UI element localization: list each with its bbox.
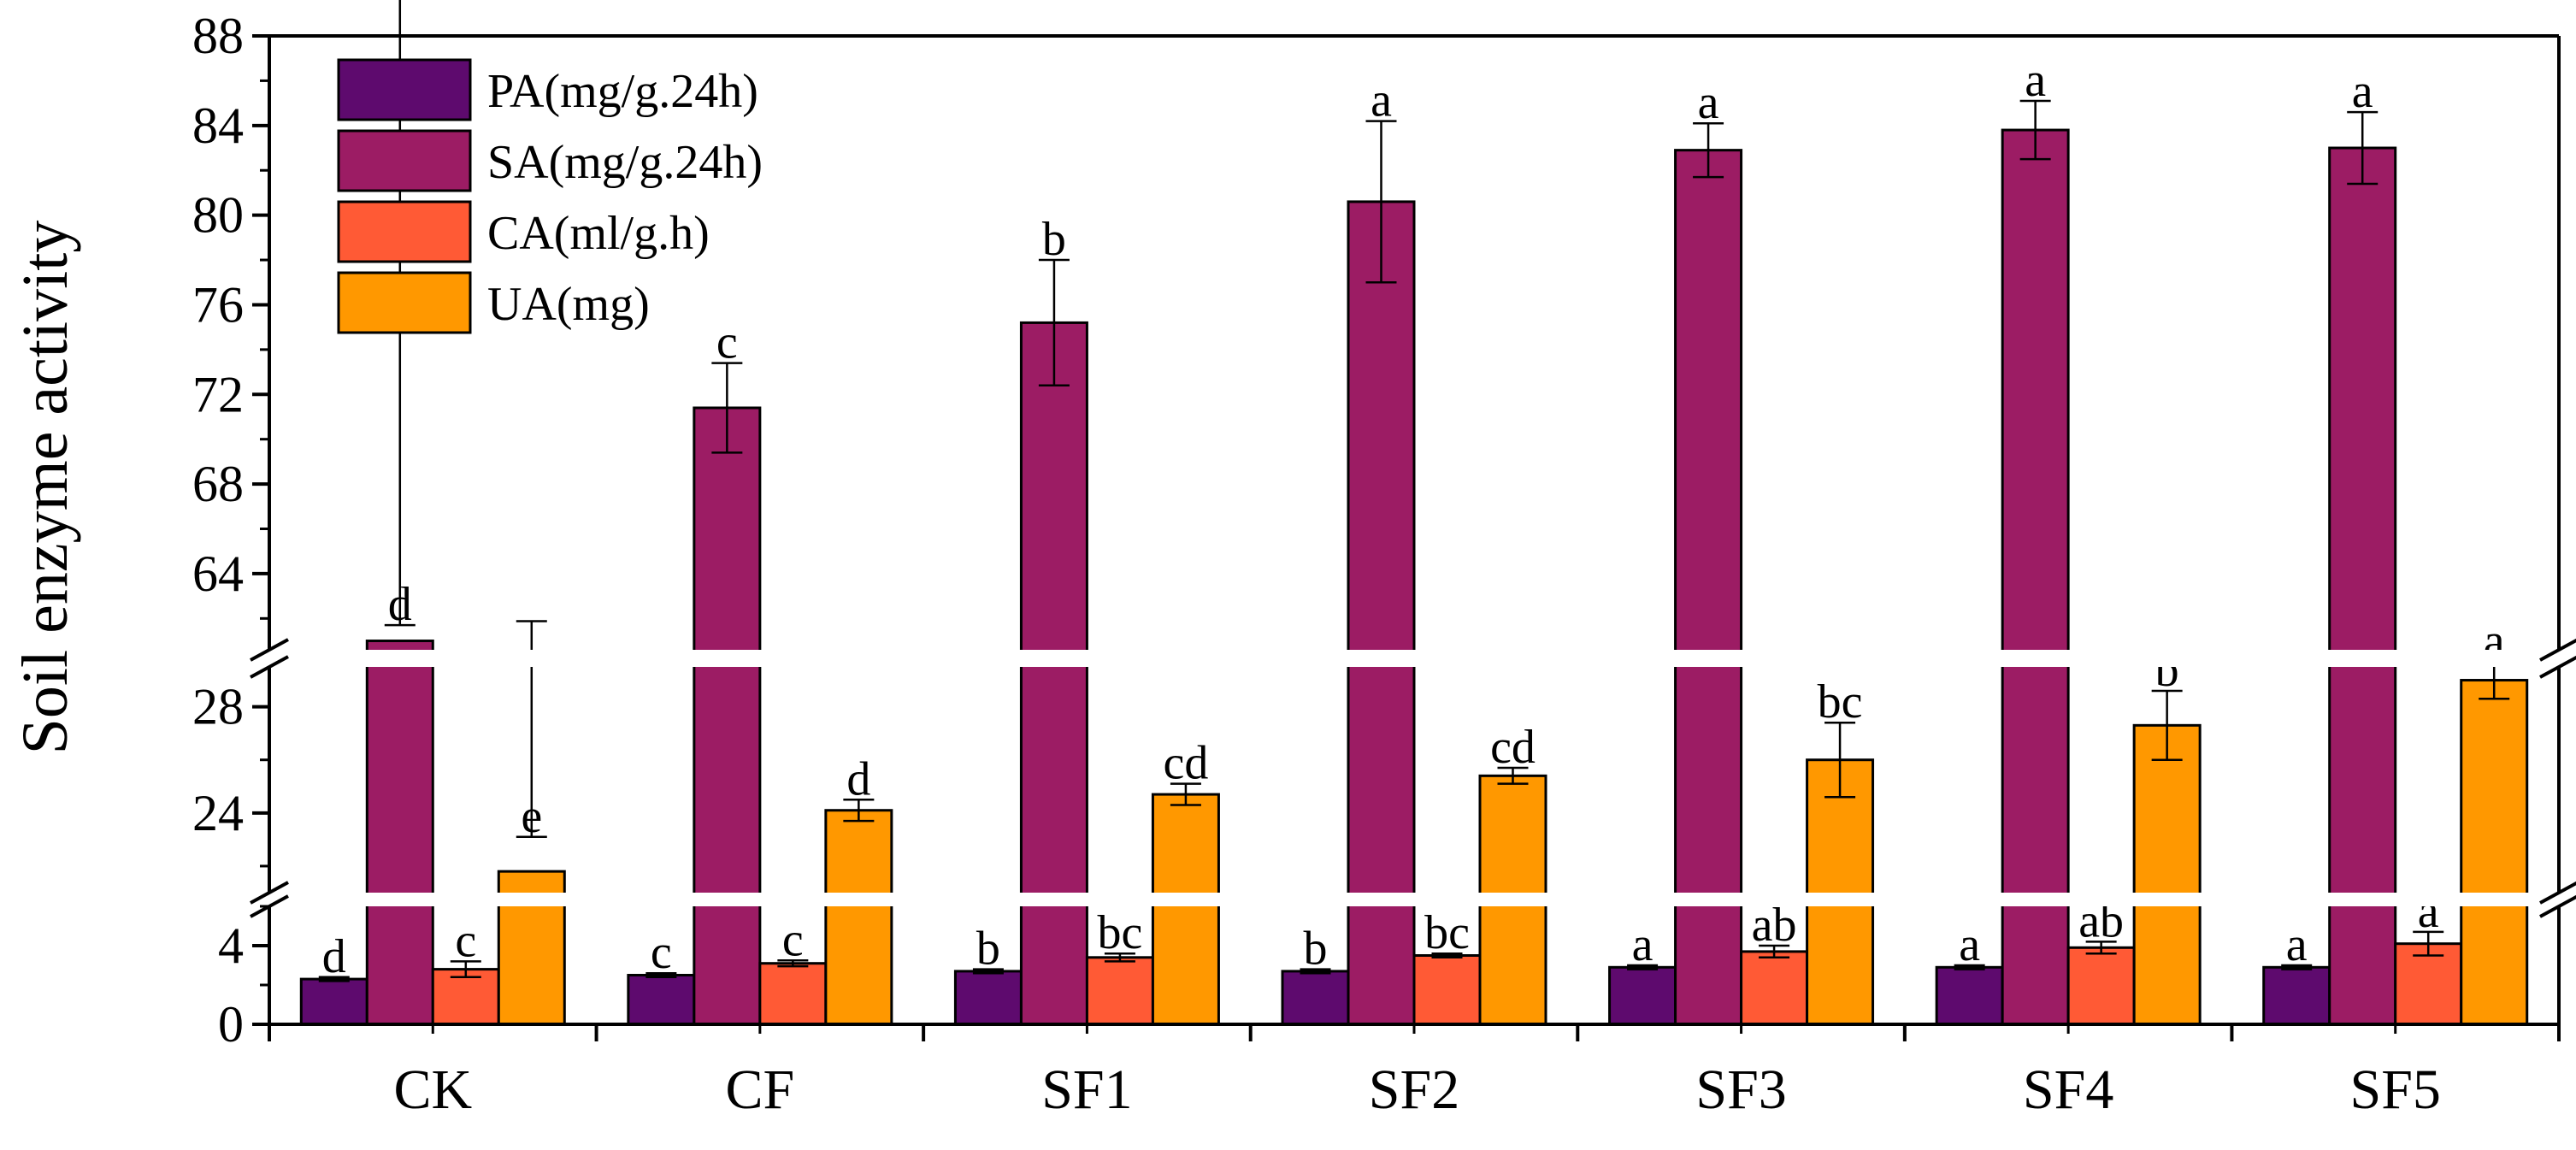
x-tick-label: CK bbox=[393, 1059, 472, 1121]
bar bbox=[1412, 954, 1482, 1026]
axis-break-mark bbox=[250, 881, 289, 905]
y-tick-label: 84 bbox=[192, 97, 244, 154]
x-tick-label: SF5 bbox=[2350, 1059, 2441, 1121]
significance-label: a bbox=[2025, 54, 2046, 107]
bar bbox=[1935, 965, 2004, 1026]
significance-label: bc bbox=[1424, 906, 1470, 959]
significance-label: c bbox=[455, 914, 476, 967]
bar bbox=[627, 974, 696, 1026]
bar bbox=[693, 406, 762, 1026]
significance-label: a bbox=[1698, 76, 1719, 129]
significance-label: a bbox=[2352, 65, 2373, 118]
significance-label: ab bbox=[1752, 899, 1797, 952]
legend-label: SA(mg/g.24h) bbox=[487, 136, 763, 189]
y-tick-label: 72 bbox=[192, 366, 244, 422]
significance-label: a bbox=[2286, 918, 2308, 971]
axis-break-mark bbox=[2539, 638, 2576, 662]
bar bbox=[1608, 965, 1677, 1026]
significance-label: cd bbox=[1490, 721, 1536, 774]
y-tick-label: 68 bbox=[192, 456, 244, 512]
legend-label: PA(mg/g.24h) bbox=[487, 65, 758, 118]
legend-swatch bbox=[337, 58, 472, 121]
bar bbox=[1151, 793, 1220, 1026]
significance-label: cd bbox=[1163, 737, 1208, 790]
bar bbox=[2262, 965, 2331, 1026]
significance-label: a bbox=[1632, 918, 1653, 971]
axis-break-mark bbox=[2539, 655, 2576, 679]
significance-label: b bbox=[976, 923, 1000, 976]
significance-label: c bbox=[782, 913, 804, 966]
significance-label: bc bbox=[1097, 906, 1142, 959]
bar bbox=[1806, 758, 1875, 1026]
axis-break-mark bbox=[2539, 894, 2576, 918]
legend-swatch bbox=[337, 271, 472, 334]
bar bbox=[365, 640, 434, 1026]
y-tick-label: 0 bbox=[218, 996, 244, 1053]
y-tick-label: 64 bbox=[192, 546, 244, 602]
axis-break-mark bbox=[2539, 881, 2576, 905]
significance-label: b bbox=[1042, 213, 1066, 266]
bar bbox=[2066, 946, 2136, 1026]
y-tick-label: 88 bbox=[192, 8, 244, 64]
y-tick-label: 80 bbox=[192, 187, 244, 244]
x-tick-label: SF1 bbox=[1041, 1059, 1132, 1121]
axis-break-gap bbox=[0, 893, 2576, 906]
significance-label: d bbox=[322, 930, 346, 983]
bar bbox=[953, 970, 1023, 1026]
bar bbox=[1347, 200, 1416, 1026]
legend-label: UA(mg) bbox=[487, 278, 650, 331]
y-tick-label: 4 bbox=[218, 917, 244, 974]
y-tick-label: 76 bbox=[192, 276, 244, 333]
bar bbox=[1085, 956, 1154, 1026]
bar bbox=[2001, 128, 2070, 1026]
significance-label: b bbox=[1304, 923, 1328, 976]
axis-break-mark bbox=[250, 655, 289, 679]
x-tick-label: CF bbox=[725, 1059, 794, 1121]
axis-break-mark bbox=[250, 638, 289, 662]
x-tick-label: SF3 bbox=[1695, 1059, 1786, 1121]
x-tick-label: SF2 bbox=[1369, 1059, 1459, 1121]
legend-swatch bbox=[337, 200, 472, 263]
bar bbox=[1019, 321, 1088, 1026]
bar bbox=[1740, 950, 1809, 1026]
y-tick-label: 28 bbox=[192, 679, 244, 735]
x-tick-label: SF4 bbox=[2023, 1059, 2113, 1121]
significance-label: a bbox=[1371, 74, 1392, 127]
bar bbox=[758, 962, 828, 1026]
bar bbox=[1281, 970, 1350, 1026]
significance-label: bc bbox=[1818, 675, 1863, 728]
y-axis-label: Soil enzyme activity bbox=[9, 221, 81, 755]
significance-label: e bbox=[521, 790, 542, 843]
significance-label: c bbox=[716, 316, 738, 369]
bar bbox=[824, 809, 893, 1026]
bar bbox=[2394, 942, 2463, 1026]
significance-label: d bbox=[388, 578, 412, 631]
bar bbox=[299, 977, 368, 1026]
y-tick-label: 24 bbox=[192, 785, 244, 841]
significance-label: d bbox=[846, 752, 870, 805]
legend-swatch bbox=[337, 129, 472, 192]
bar bbox=[1674, 149, 1743, 1026]
significance-label: a bbox=[1959, 918, 1980, 971]
axis-break-gap bbox=[0, 650, 2576, 667]
bar bbox=[2132, 723, 2202, 1026]
significance-label: c bbox=[651, 926, 672, 979]
bar bbox=[2460, 679, 2529, 1026]
legend-label: CA(ml/g.h) bbox=[487, 207, 710, 260]
